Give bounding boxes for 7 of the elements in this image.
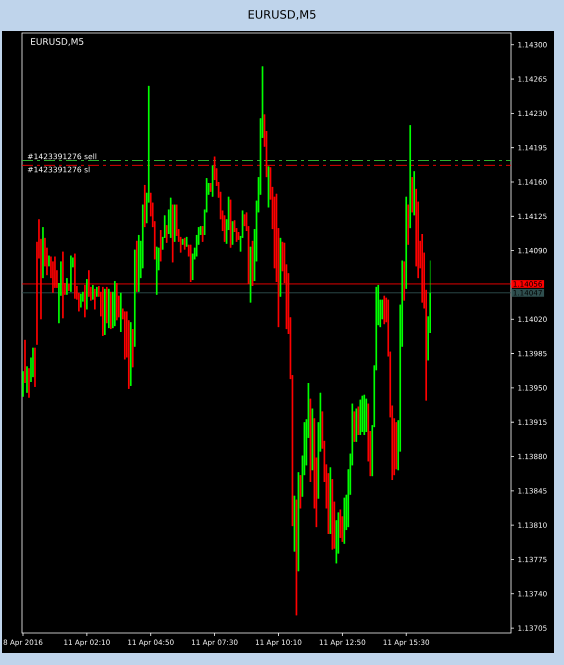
- candlestick: [166, 224, 168, 244]
- candlestick: [232, 220, 234, 246]
- candlestick: [202, 226, 204, 242]
- candlestick: [66, 278, 68, 296]
- chart-title: EURUSD,M5: [248, 10, 316, 20]
- text: EURUSD,M5: [31, 38, 84, 46]
- candlestick: [48, 255, 50, 267]
